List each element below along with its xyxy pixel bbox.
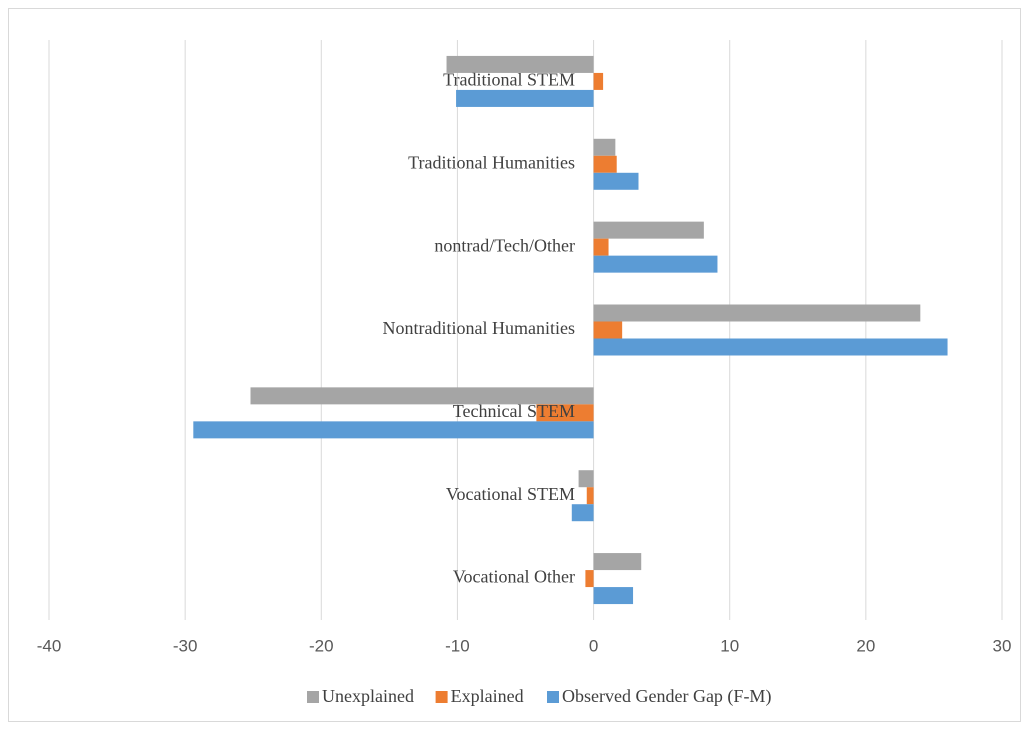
legend-swatch bbox=[435, 691, 448, 703]
legend-swatch bbox=[307, 691, 319, 703]
x-tick-label: 0 bbox=[589, 636, 598, 655]
x-tick-label: -40 bbox=[37, 636, 62, 655]
category-label: nontrad/Tech/Other bbox=[434, 235, 575, 255]
bar bbox=[593, 155, 617, 173]
category-label: Traditional Humanities bbox=[408, 152, 575, 172]
bar bbox=[446, 55, 594, 73]
legend-swatch bbox=[547, 691, 559, 703]
bar bbox=[593, 255, 718, 273]
bar bbox=[571, 504, 594, 522]
bar bbox=[593, 172, 639, 190]
category-label: Nontraditional Humanities bbox=[383, 318, 575, 338]
bar bbox=[193, 421, 594, 439]
bar bbox=[250, 387, 594, 405]
x-tick-label: 20 bbox=[856, 636, 875, 655]
bar bbox=[585, 570, 594, 588]
category-label: Vocational Other bbox=[453, 567, 575, 587]
bar bbox=[586, 487, 594, 505]
bar bbox=[593, 238, 609, 256]
category-label: Vocational STEM bbox=[446, 484, 575, 504]
bar bbox=[536, 404, 594, 422]
chart-frame bbox=[8, 8, 1021, 722]
legend-label: Explained bbox=[451, 686, 524, 706]
bar bbox=[593, 587, 634, 605]
legend-label: Observed Gender Gap (F-M) bbox=[562, 686, 771, 707]
bar bbox=[593, 138, 616, 156]
bar bbox=[456, 89, 594, 107]
legend-label: Unexplained bbox=[322, 686, 414, 706]
bar bbox=[593, 553, 642, 571]
bar bbox=[578, 470, 594, 488]
x-tick-label: 10 bbox=[720, 636, 739, 655]
bar bbox=[593, 72, 604, 90]
x-tick-label: -20 bbox=[309, 636, 334, 655]
category-label: Technical STEM bbox=[453, 401, 575, 421]
category-label: Traditional STEM bbox=[443, 70, 575, 90]
x-tick-label: -30 bbox=[173, 636, 198, 655]
bar bbox=[593, 304, 921, 322]
bar bbox=[593, 221, 704, 239]
bar bbox=[593, 321, 623, 339]
x-tick-label: 30 bbox=[993, 636, 1012, 655]
x-tick-label: -10 bbox=[445, 636, 470, 655]
bar bbox=[593, 338, 948, 356]
